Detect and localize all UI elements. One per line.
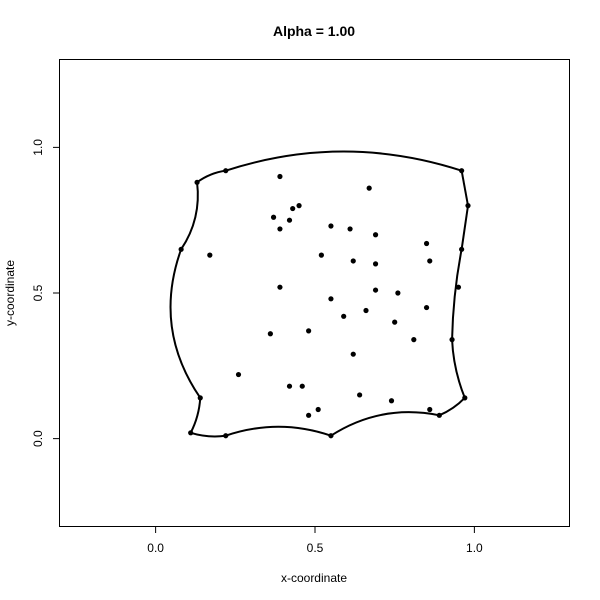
- data-point: [455, 284, 462, 290]
- hull-edge: [225, 425, 332, 437]
- data-point: [366, 185, 372, 191]
- data-point: [372, 261, 379, 267]
- data-point: [318, 252, 324, 258]
- hull-edge: [189, 397, 202, 434]
- data-point: [277, 226, 283, 232]
- data-point: [372, 232, 379, 238]
- data-point: [395, 290, 401, 296]
- y-tick-label: 0.5: [31, 284, 45, 301]
- data-point: [427, 406, 433, 413]
- chart-title: Alpha = 1.00: [273, 23, 355, 39]
- data-point: [357, 392, 363, 398]
- data-point: [223, 433, 229, 439]
- data-point: [270, 214, 277, 220]
- data-point: [465, 203, 471, 209]
- data-point: [328, 223, 334, 229]
- data-point: [392, 319, 398, 325]
- data-point: [296, 203, 302, 209]
- y-axis-label: y-coordinate: [3, 260, 17, 326]
- y-tick-label: 0.0: [31, 430, 45, 447]
- data-point: [197, 395, 203, 401]
- data-point: [347, 226, 353, 232]
- data-point: [459, 246, 465, 252]
- hull-edge: [451, 249, 463, 340]
- hull-edge: [330, 411, 440, 437]
- data-point: [411, 337, 417, 343]
- data-point: [423, 304, 430, 311]
- axis-ticks: 0.0 0.5 1.0 0.0 0.5 1.0: [31, 139, 483, 555]
- data-point: [341, 313, 347, 319]
- data-point: [306, 328, 312, 334]
- hull-edge: [196, 169, 226, 184]
- data-point: [286, 383, 293, 389]
- data-point: [372, 287, 379, 293]
- data-point: [449, 337, 455, 343]
- x-tick-label: 0.0: [147, 541, 164, 555]
- data-point: [427, 258, 433, 264]
- x-axis-label: x-coordinate: [281, 571, 347, 585]
- data-point: [194, 179, 200, 185]
- data-point: [328, 296, 334, 302]
- hull-edge: [438, 397, 466, 417]
- data-point: [350, 258, 356, 264]
- data-point: [223, 168, 229, 174]
- x-tick-label: 1.0: [466, 541, 483, 555]
- hull-edge: [451, 339, 466, 399]
- data-point: [350, 351, 356, 357]
- data-point: [328, 433, 334, 439]
- y-tick-label: 1.0: [31, 139, 45, 156]
- hull-outline: [169, 150, 469, 438]
- data-point: [235, 371, 242, 378]
- hull-edge: [225, 150, 462, 172]
- data-point: [388, 398, 395, 404]
- data-point: [277, 284, 283, 290]
- data-point: [462, 395, 468, 401]
- data-point: [459, 168, 465, 174]
- data-point: [315, 406, 321, 413]
- data-point: [207, 252, 213, 258]
- hull-edge: [190, 431, 226, 438]
- data-point: [436, 412, 442, 418]
- data-point: [363, 307, 369, 314]
- data-point: [290, 205, 296, 212]
- data-point: [178, 246, 184, 252]
- data-point: [306, 412, 312, 418]
- hull-edge: [460, 170, 469, 206]
- x-tick-label: 0.5: [307, 541, 324, 555]
- hull-edge: [460, 205, 469, 250]
- data-point: [188, 430, 194, 436]
- data-point: [277, 173, 283, 180]
- hull-edge: [169, 248, 202, 399]
- hull-edge: [180, 182, 199, 250]
- data-point: [286, 217, 293, 223]
- data-point: [267, 331, 273, 337]
- data-point: [423, 240, 430, 247]
- data-point: [299, 383, 305, 389]
- data-points: [178, 168, 471, 439]
